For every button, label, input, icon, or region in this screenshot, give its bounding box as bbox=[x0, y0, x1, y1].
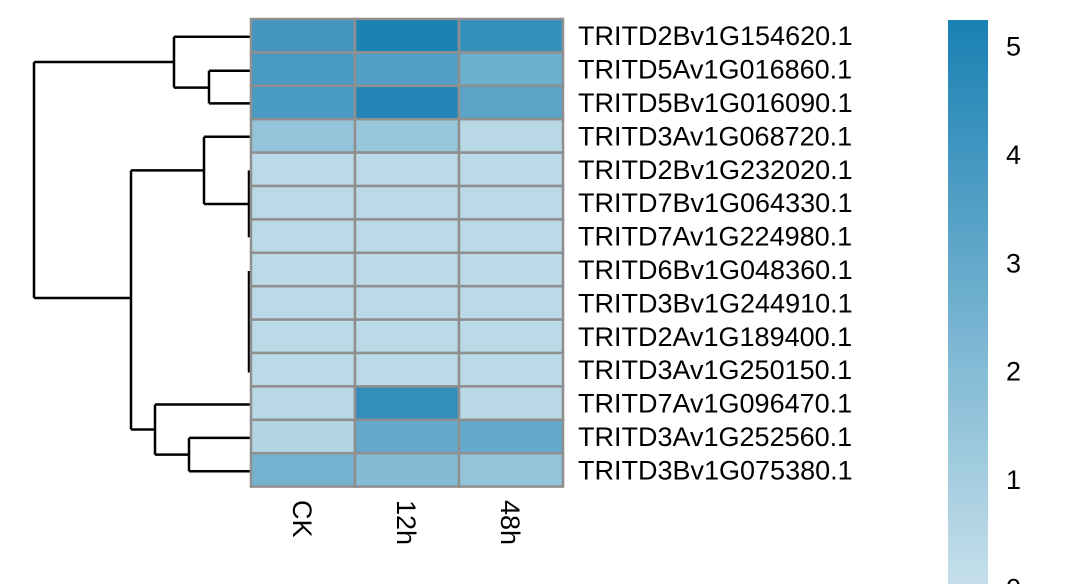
heatmap-cell bbox=[249, 51, 357, 88]
row-label: TRITD2Av1G189400.1 bbox=[578, 322, 852, 352]
heatmap-cell bbox=[457, 51, 565, 88]
heatmap-cell bbox=[353, 84, 461, 121]
heatmap-cell bbox=[353, 351, 461, 388]
legend-tick-label: 1 bbox=[1006, 465, 1021, 495]
row-label: TRITD6Bv1G048360.1 bbox=[578, 255, 853, 285]
row-label: TRITD7Av1G224980.1 bbox=[578, 222, 852, 252]
heatmap-cell bbox=[353, 151, 461, 188]
heatmap-cell bbox=[249, 151, 357, 188]
heatmap-cell bbox=[249, 84, 357, 121]
heatmap-cell bbox=[249, 318, 357, 355]
heatmap-cell bbox=[249, 385, 357, 422]
legend-tick-label: 2 bbox=[1006, 357, 1021, 387]
heatmap-cell bbox=[353, 251, 461, 288]
legend-tick-label: 3 bbox=[1006, 248, 1021, 278]
heatmap-cell bbox=[249, 17, 357, 54]
heatmap-cell bbox=[457, 17, 565, 54]
heatmap-cell bbox=[457, 451, 565, 488]
row-label: TRITD3Bv1G244910.1 bbox=[578, 288, 853, 318]
row-dendrogram bbox=[32, 35, 251, 473]
heatmap-cell bbox=[457, 318, 565, 355]
heatmap-cell bbox=[353, 51, 461, 88]
heatmap-cell bbox=[249, 251, 357, 288]
row-label: TRITD5Av1G016860.1 bbox=[578, 55, 852, 85]
row-label: TRITD2Bv1G232020.1 bbox=[578, 155, 853, 185]
legend-tick-label: 4 bbox=[1006, 140, 1021, 170]
heatmap-cell bbox=[353, 385, 461, 422]
color-legend: 0 1 2 3 4 5 bbox=[948, 20, 1021, 584]
row-label: TRITD3Av1G252560.1 bbox=[578, 422, 852, 452]
column-labels: CK 12h 48h bbox=[287, 500, 525, 545]
heatmap-cell bbox=[457, 251, 565, 288]
heatmap-cell bbox=[457, 84, 565, 121]
row-label: TRITD7Bv1G064330.1 bbox=[578, 188, 853, 218]
column-label: 12h bbox=[391, 500, 421, 545]
heatmap-cell bbox=[353, 17, 461, 54]
row-label: TRITD7Av1G096470.1 bbox=[578, 389, 852, 419]
heatmap-cell bbox=[353, 451, 461, 488]
heatmap-cell bbox=[353, 117, 461, 154]
heatmap-cell bbox=[249, 184, 357, 221]
heatmap-cell bbox=[457, 218, 565, 255]
heatmap-cell bbox=[457, 284, 565, 321]
heatmap-cell bbox=[457, 351, 565, 388]
heatmap-cells bbox=[249, 17, 565, 488]
heatmap-cell bbox=[249, 284, 357, 321]
heatmap-cell bbox=[353, 184, 461, 221]
heatmap-cell bbox=[249, 218, 357, 255]
heatmap-cell bbox=[249, 418, 357, 455]
heatmap-cell bbox=[353, 418, 461, 455]
legend-color-bar bbox=[948, 20, 988, 584]
heatmap-cell bbox=[249, 117, 357, 154]
row-label: TRITD3Bv1G075380.1 bbox=[578, 455, 853, 485]
row-label: TRITD3Av1G250150.1 bbox=[578, 355, 852, 385]
column-label: CK bbox=[287, 500, 317, 538]
row-label: TRITD5Bv1G016090.1 bbox=[578, 88, 853, 118]
heatmap-cell bbox=[457, 418, 565, 455]
legend-tick-label: 0 bbox=[1006, 574, 1021, 584]
heatmap-cell bbox=[353, 218, 461, 255]
row-label: TRITD3Av1G068720.1 bbox=[578, 121, 852, 151]
row-label: TRITD2Bv1G154620.1 bbox=[578, 21, 853, 51]
heatmap-cell bbox=[457, 385, 565, 422]
column-label: 48h bbox=[495, 500, 525, 545]
heatmap-cell bbox=[353, 284, 461, 321]
row-labels: TRITD2Bv1G154620.1TRITD5Av1G016860.1TRIT… bbox=[578, 21, 853, 485]
heatmap-cell bbox=[457, 151, 565, 188]
heatmap-cell bbox=[353, 318, 461, 355]
legend-tick-label: 5 bbox=[1006, 32, 1021, 62]
heatmap-cell bbox=[457, 184, 565, 221]
heatmap-cell bbox=[249, 351, 357, 388]
heatmap-cell bbox=[457, 117, 565, 154]
heatmap-cell bbox=[249, 451, 357, 488]
